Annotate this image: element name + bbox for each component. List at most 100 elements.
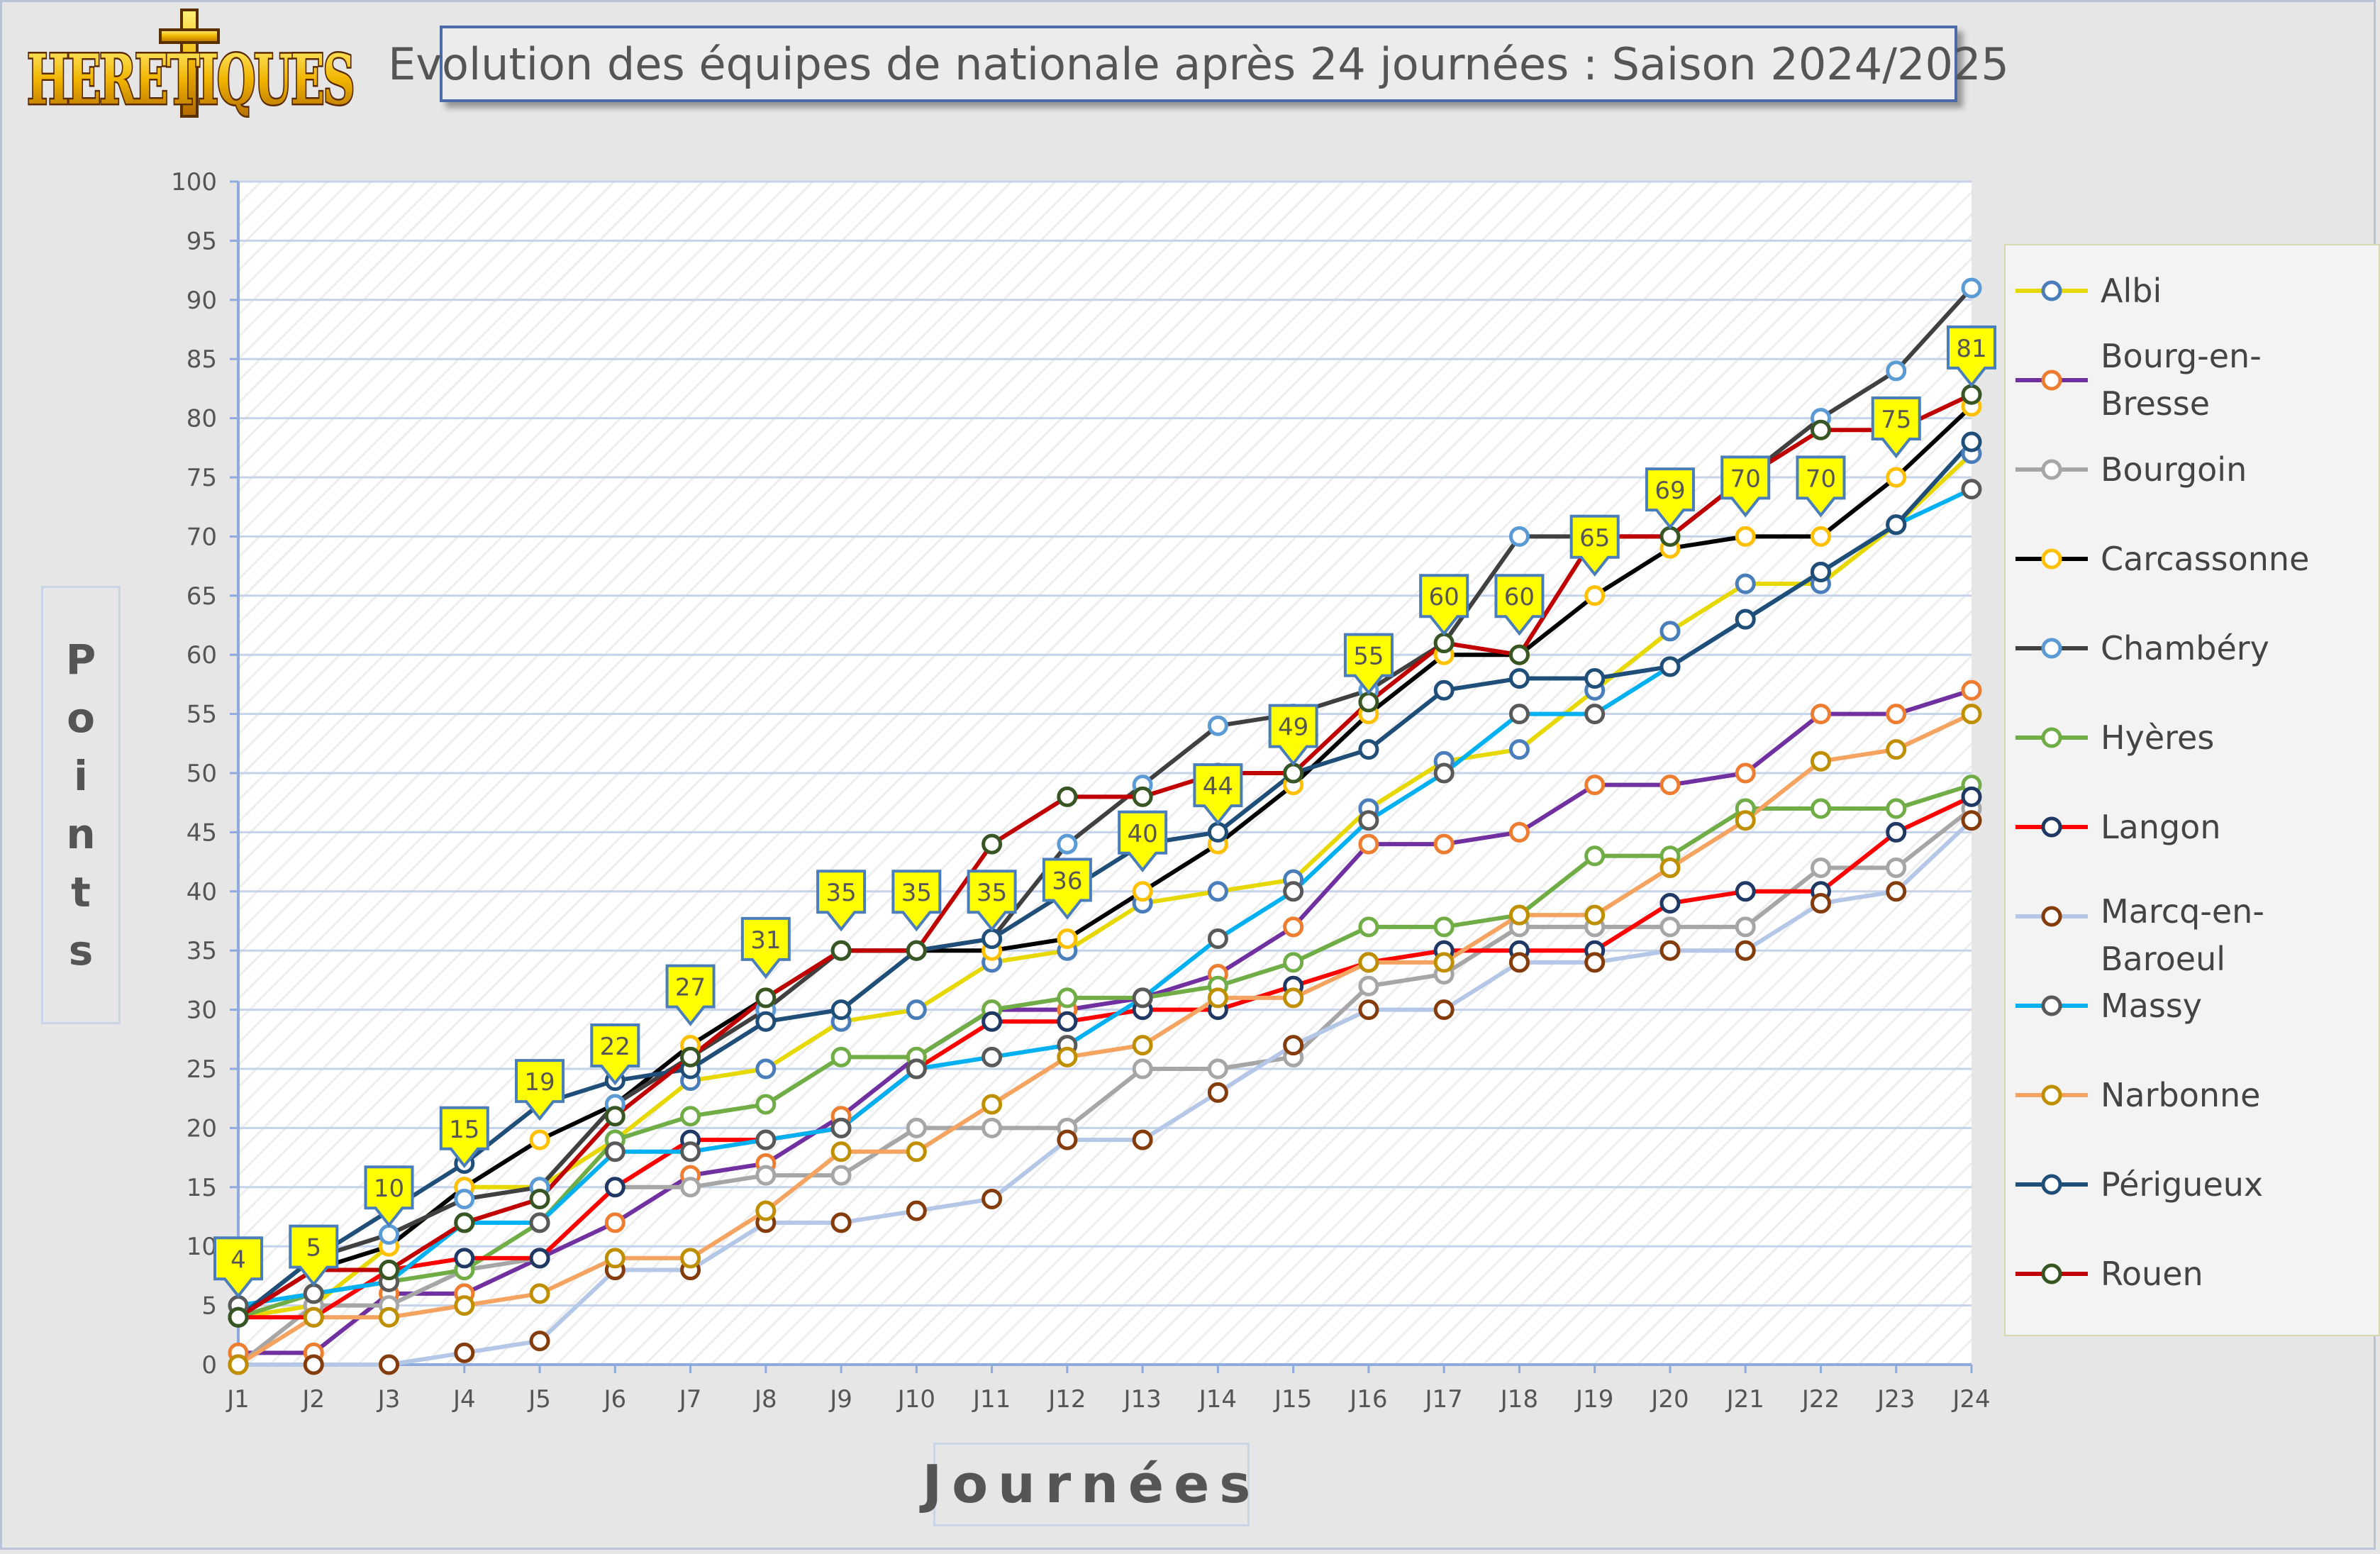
data-point [1810,892,1831,914]
callout-box [289,1224,339,1287]
x-tick-label: J20 [1650,1385,1689,1414]
data-point [982,1011,1003,1032]
x-tick-label: J18 [1499,1385,1538,1414]
y-tick-label: 70 [187,523,217,551]
series-line [237,711,1973,1367]
data-point [1584,668,1606,689]
callout-box [364,1165,414,1228]
legend-label: Bourgoin [2101,450,2247,489]
data-point [1735,916,1756,938]
callout-label: 65 [1579,524,1610,553]
data-point [1735,881,1756,902]
data-point [1433,999,1455,1021]
y-tick-label: 50 [187,760,217,788]
data-point [303,1354,324,1375]
legend-item: Narbonne [2013,1067,2363,1123]
data-point [1961,384,1982,405]
data-point [604,1248,625,1269]
data-point [1207,821,1228,843]
data-point [379,1224,400,1245]
data-point [1961,679,1982,701]
data-point [379,1354,400,1375]
callout-label: 31 [750,926,781,955]
data-point [1886,514,1907,535]
svg-text:HERETIQUES: HERETIQUES [27,40,353,120]
legend-swatch [2015,459,2088,480]
data-point [529,1212,550,1233]
legend-label: Rouen [2101,1254,2203,1293]
data-point [1810,526,1831,547]
x-tick-label: J11 [972,1385,1011,1414]
callout-box [740,916,791,979]
data-point [906,1117,927,1138]
data-point [1132,1058,1153,1080]
y-tick-label: 15 [187,1174,217,1202]
data-point [755,1129,777,1150]
y-tick-label: 45 [187,818,217,847]
y-axis-label-letter: t [71,868,91,916]
data-point [1057,928,1078,950]
data-point [228,1354,249,1375]
x-tick-label: J3 [377,1385,401,1414]
data-point [1433,762,1455,784]
y-tick-label: 10 [187,1233,217,1261]
callout-box [1645,467,1695,530]
x-tick-label: J2 [301,1385,325,1414]
y-tick-label: 60 [187,641,217,670]
legend-label: Marcq-en-Baroeul [2101,892,2264,978]
callout-label: 35 [901,879,932,907]
callout-label: 49 [1278,714,1308,742]
data-point [1810,704,1831,725]
data-point [1132,881,1153,902]
data-point [529,1331,550,1352]
data-point [1584,952,1606,973]
callout-label: 44 [1203,772,1233,801]
callout-label: 81 [1956,335,1986,363]
callout-label: 10 [374,1175,404,1203]
x-tick-label: J24 [1951,1385,1990,1414]
data-point [379,1260,400,1281]
y-axis-label-letter: P [65,636,96,684]
callout-label: 70 [1730,465,1761,493]
data-point [1735,810,1756,831]
callout-label: 35 [825,879,856,907]
data-point [1283,916,1304,938]
callout-box [891,870,942,932]
data-point [1886,739,1907,760]
legend-swatch [2015,638,2088,659]
data-point [1584,845,1606,867]
x-tick-label: J4 [452,1385,476,1414]
data-point [1358,739,1379,760]
data-point [1283,987,1304,1009]
data-point [604,1177,625,1198]
y-tick-label: 55 [187,701,217,729]
data-point [1132,786,1153,807]
data-point [1735,573,1756,594]
heretiques-logo: HERETIQUES [26,9,358,122]
data-point [1358,916,1379,938]
x-tick-label: J5 [527,1385,551,1414]
chart-title: Evolution des équipes de nationale après… [388,26,2009,102]
data-point [906,999,927,1021]
data-point [1508,952,1530,973]
y-tick-label: 75 [187,464,217,492]
data-point [982,928,1003,950]
data-point [529,1248,550,1269]
x-tick-label: J21 [1725,1385,1764,1414]
data-point [1358,999,1379,1021]
x-tick-label: J7 [678,1385,702,1414]
callout-box [1720,455,1771,518]
data-point [1886,798,1907,819]
y-tick-label: 30 [187,997,217,1025]
data-point [1584,775,1606,796]
data-point [529,1283,550,1304]
data-point [529,1129,550,1150]
data-point [1057,1011,1078,1032]
data-point [1810,419,1831,440]
legend-label: Langon [2101,807,2221,846]
data-point [1961,810,1982,831]
callout-box [967,870,1017,932]
data-point [1508,904,1530,926]
data-point [1886,467,1907,488]
